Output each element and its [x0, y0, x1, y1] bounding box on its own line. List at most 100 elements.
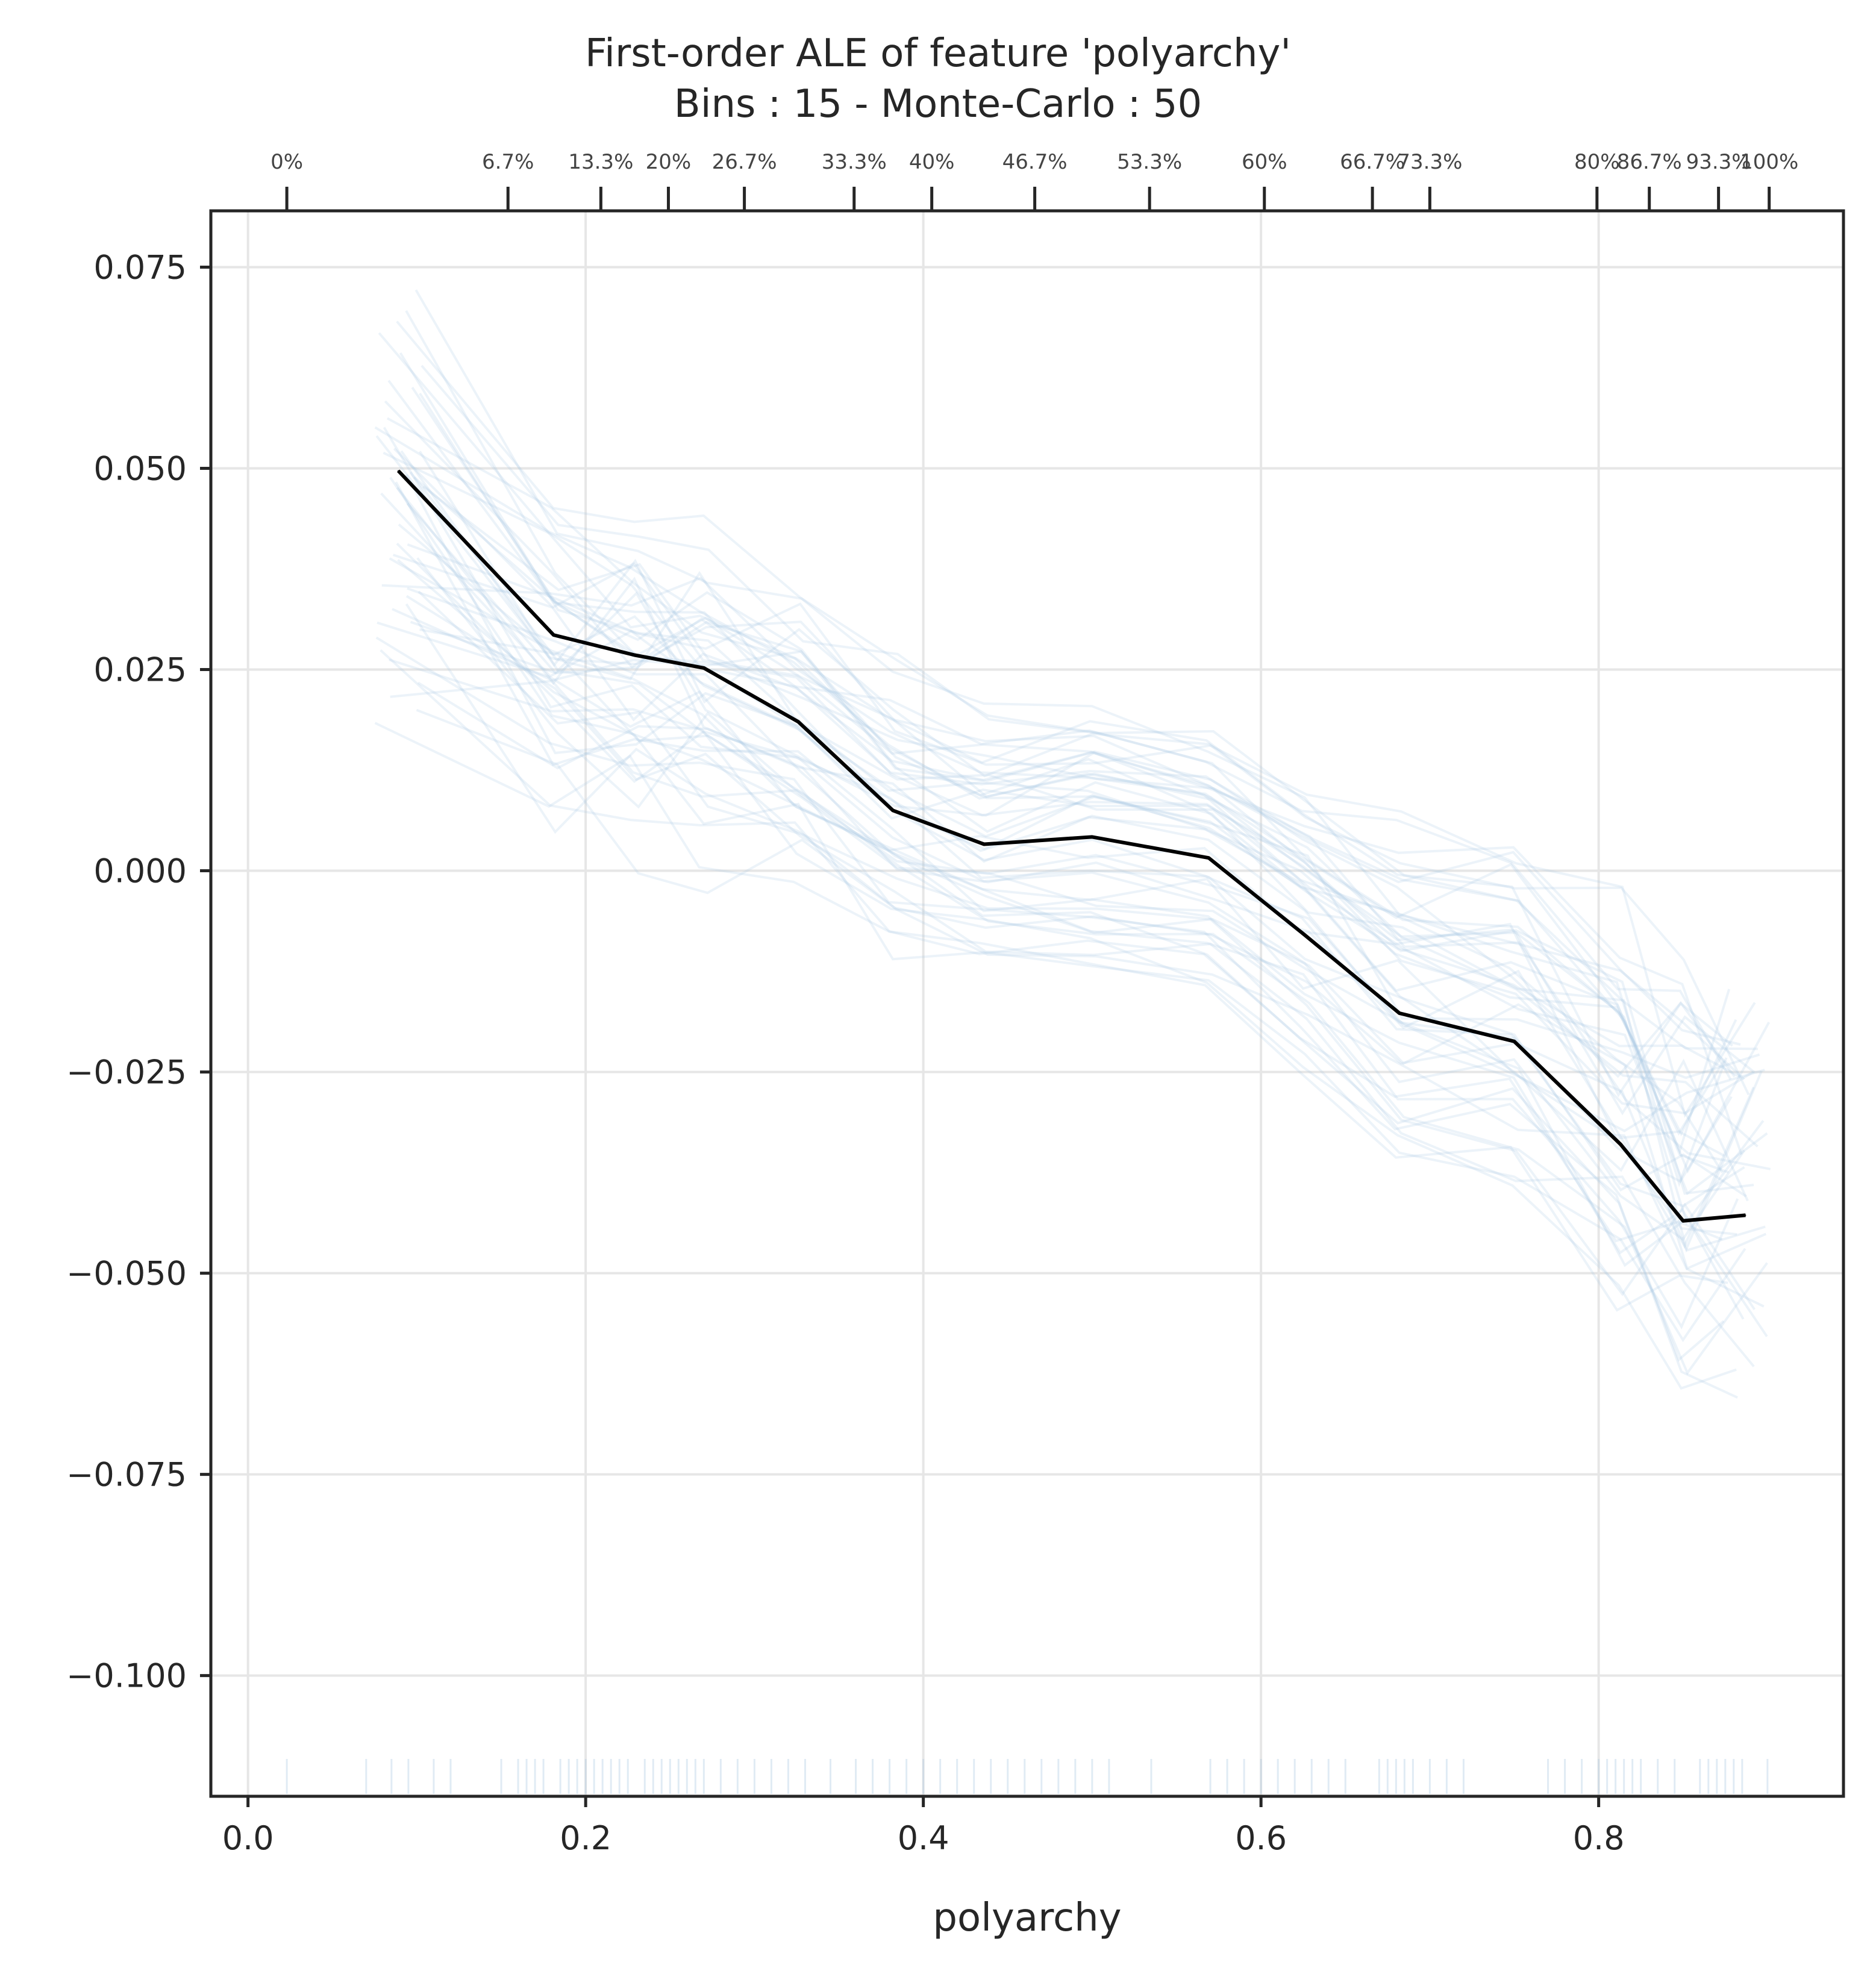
monte-carlo-line-40: [381, 576, 1731, 1155]
monte-carlo-line-45: [405, 310, 1754, 1115]
monte-carlo-line-43: [397, 558, 1746, 1343]
grid-lines: [211, 211, 1843, 1796]
monte-carlo-line-1: [410, 620, 1758, 1051]
quantile-tick-label-2: 13.3%: [568, 150, 633, 174]
monte-carlo-line-9: [400, 450, 1750, 1096]
monte-carlo-lines: [374, 289, 1771, 1399]
monte-carlo-line-8: [414, 289, 1765, 1225]
ale-point-7: [1091, 836, 1093, 838]
monte-carlo-line-12: [407, 543, 1756, 1118]
quantile-tick-label-9: 60%: [1242, 150, 1287, 174]
y-tick-label-1: 0.050: [93, 450, 187, 488]
monte-carlo-line-28: [386, 417, 1736, 1098]
ale-line-group: [396, 469, 1746, 1223]
quantile-tick-label-11: 73.3%: [1397, 150, 1462, 174]
rug-marks: [286, 1759, 1769, 1794]
x-tick-label-1: 0.2: [560, 1819, 611, 1857]
monte-carlo-line-20: [396, 542, 1746, 1241]
ale-point-6: [983, 843, 985, 845]
monte-carlo-line-44: [405, 603, 1755, 1249]
ale-point-3: [703, 667, 705, 669]
quantile-axis-ticks: 0% 6.7% 13.3% 20% 26.7% 33.3% 40% 46.7% 53.3% 60%…: [270, 150, 1798, 211]
y-tick-label-6: −0.075: [66, 1456, 187, 1494]
quantile-tick-label-5: 33.3%: [822, 150, 887, 174]
x-axis-ticks: 0.0 0.2 0.4 0.6 0.8: [222, 1796, 1625, 1857]
ale-point-8: [1208, 857, 1210, 859]
quantile-tick-label-12: 80%: [1574, 150, 1620, 174]
chart-title-line-2: Bins : 15 - Monte-Carlo : 50: [674, 82, 1202, 126]
monte-carlo-line-32: [419, 393, 1768, 1196]
y-tick-label-0: 0.075: [93, 249, 187, 287]
monte-carlo-line-21: [416, 708, 1765, 1308]
x-tick-label-4: 0.8: [1573, 1819, 1625, 1857]
monte-carlo-line-19: [383, 451, 1732, 1081]
monte-carlo-line-49: [380, 649, 1728, 1312]
quantile-tick-label-14: 93.3%: [1686, 150, 1751, 174]
ale-mean-line: [396, 469, 1746, 1223]
monte-carlo-line-31: [396, 487, 1745, 1208]
quantile-tick-label-8: 53.3%: [1117, 150, 1182, 174]
monte-carlo-line-22: [405, 595, 1755, 1367]
quantile-tick-label-13: 86.7%: [1617, 150, 1682, 174]
monte-carlo-line-15: [405, 474, 1754, 1195]
x-tick-label-2: 0.4: [898, 1819, 949, 1857]
x-axis-label: polyarchy: [933, 1896, 1121, 1940]
monte-carlo-line-30: [413, 476, 1763, 1253]
monte-carlo-line-23: [389, 476, 1739, 1329]
monte-carlo-line-35: [419, 628, 1768, 1337]
quantile-tick-label-0: 0%: [270, 150, 303, 174]
ale-point-10: [1398, 1013, 1400, 1014]
monte-carlo-line-16: [375, 435, 1725, 1136]
ale-point-12: [1620, 1143, 1622, 1145]
chart-title-line-1: First-order ALE of feature 'polyarchy': [585, 31, 1291, 76]
monte-carlo-line-14: [417, 590, 1767, 1270]
quantile-tick-label-7: 46.7%: [1002, 150, 1068, 174]
quantile-tick-label-6: 40%: [909, 150, 955, 174]
y-axis-ticks: 0.075 0.050 0.025 0.000 −0.025 −0.050 −0.075 −0…: [66, 249, 211, 1695]
quantile-tick-label-4: 26.7%: [712, 150, 777, 174]
y-tick-label-3: 0.000: [93, 852, 187, 890]
monte-carlo-line-10: [407, 587, 1756, 1310]
y-tick-label-5: −0.050: [66, 1255, 187, 1293]
y-tick-label-7: −0.100: [66, 1657, 187, 1695]
monte-carlo-line-37: [383, 426, 1733, 1184]
monte-carlo-line-29: [396, 320, 1745, 1081]
monte-carlo-line-33: [392, 554, 1741, 1046]
y-tick-label-2: 0.025: [93, 651, 187, 689]
monte-carlo-line-25: [417, 681, 1766, 1252]
x-tick-label-3: 0.6: [1235, 1819, 1287, 1857]
y-tick-label-4: −0.025: [66, 1054, 187, 1092]
monte-carlo-line-42: [384, 400, 1733, 1078]
plot-frame: [209, 209, 1845, 1798]
monte-carlo-line-24: [392, 608, 1740, 1078]
monte-carlo-line-39: [377, 621, 1725, 1157]
monte-carlo-line-27: [421, 364, 1771, 1174]
ale-point-1: [552, 634, 554, 636]
quantile-tick-label-1: 6.7%: [482, 150, 534, 174]
x-tick-label-0: 0.0: [222, 1819, 274, 1857]
monte-carlo-line-47: [389, 557, 1737, 1236]
monte-carlo-line-4: [390, 679, 1738, 1399]
monte-carlo-line-6: [422, 486, 1771, 1170]
ale-point-11: [1513, 1040, 1515, 1042]
quantile-tick-label-3: 20%: [646, 150, 692, 174]
monte-carlo-line-26: [398, 523, 1747, 1198]
monte-carlo-line-18: [387, 379, 1737, 1137]
monte-carlo-line-3: [395, 481, 1745, 1320]
ale-point-5: [892, 810, 894, 811]
monte-carlo-line-48: [393, 448, 1743, 1155]
ale-point-4: [798, 721, 799, 723]
ale-point-9: [1304, 934, 1306, 936]
ale-point-13: [1682, 1220, 1684, 1222]
monte-carlo-line-38: [374, 722, 1723, 1243]
monte-carlo-line-5: [380, 492, 1729, 1174]
monte-carlo-line-7: [389, 658, 1737, 1390]
ale-point-14: [1745, 1214, 1746, 1216]
monte-carlo-line-36: [409, 471, 1759, 1148]
monte-carlo-line-34: [375, 636, 1725, 1362]
monte-carlo-line-0: [399, 352, 1749, 1202]
monte-carlo-line-2: [378, 332, 1728, 1187]
quantile-tick-label-10: 66.7%: [1340, 150, 1405, 174]
quantile-tick-label-15: 100%: [1740, 150, 1798, 174]
